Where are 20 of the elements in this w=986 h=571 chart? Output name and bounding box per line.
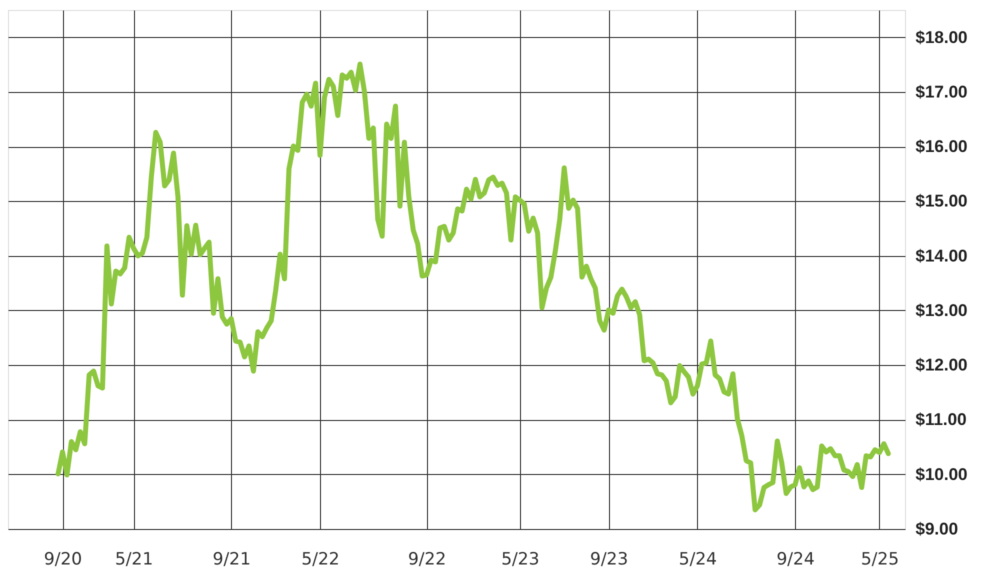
y-tick-label: $9.00 <box>916 520 958 538</box>
x-tick-label: 9/20 <box>44 550 82 570</box>
y-tick-label: $11.00 <box>916 410 967 430</box>
x-tick-label: 5/24 <box>678 550 717 570</box>
x-tick-label: 5/22 <box>301 550 340 570</box>
x-tick-label: 9/21 <box>212 550 251 570</box>
x-tick-label: 5/25 <box>860 550 900 570</box>
x-tick-label: 9/22 <box>408 550 446 570</box>
y-tick-label: $15.00 <box>916 192 968 211</box>
y-tick-label: $18.00 <box>916 28 968 47</box>
y-tick-label: $12.00 <box>916 356 968 375</box>
x-tick-label: 5/23 <box>501 550 540 570</box>
y-tick-label: $17.00 <box>916 82 968 102</box>
y-tick-label: $13.00 <box>916 300 968 320</box>
y-tick-label: $10.00 <box>916 464 968 484</box>
x-tick-label: 5/21 <box>114 550 154 570</box>
x-tick-label: 9/23 <box>590 550 628 570</box>
y-tick-label: $14.00 <box>916 246 968 266</box>
y-tick-label: $16.00 <box>916 137 968 156</box>
x-tick-label: 9/24 <box>776 550 815 570</box>
